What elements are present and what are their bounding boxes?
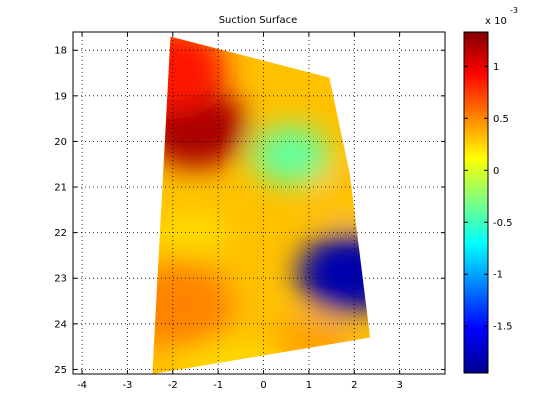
- colorbar-exponent: -3: [510, 6, 518, 15]
- colorbar-tick-label: -1: [493, 270, 503, 281]
- y-tick-label: 21: [54, 183, 67, 194]
- surface-feature-mid-low: [252, 125, 329, 185]
- colorbar-tick-label: 0.5: [493, 114, 509, 125]
- colorbar-tick-label: -0.5: [493, 218, 513, 229]
- x-tick-label: 2: [351, 380, 357, 391]
- colorbar-tick-label: 0: [493, 166, 499, 177]
- x-tick-label: -2: [168, 380, 178, 391]
- colorbar-tick-label: -1.5: [493, 322, 513, 333]
- x-tick-label: 3: [396, 380, 402, 391]
- y-tick-label: 22: [54, 228, 67, 239]
- colorbar-axis: 1 0.5 0 -0.5 -1 -1.5: [464, 62, 513, 333]
- x-axis: -4 -3 -2 -1 0 1 2 3: [77, 32, 403, 391]
- x-tick-label: -3: [122, 380, 132, 391]
- x-tick-label: -1: [213, 380, 223, 391]
- surface-feature-low-left: [152, 262, 234, 350]
- grid-lines: [73, 32, 445, 374]
- colorbar-bar: [463, 31, 489, 374]
- colorbar-multiplier: x 10: [485, 16, 507, 27]
- y-tick-label: 19: [54, 91, 67, 102]
- chart-title: Suction Surface: [219, 15, 298, 26]
- colorbar-tick-label: 1: [493, 62, 499, 73]
- x-tick-label: 0: [260, 380, 266, 391]
- plot-frame: [72, 31, 446, 375]
- y-tick-label: 25: [54, 365, 67, 376]
- y-tick-label: 20: [54, 137, 67, 148]
- y-tick-label: 23: [54, 274, 67, 285]
- surface-mid-band: [152, 216, 231, 249]
- surface-feature-min: [297, 233, 371, 315]
- y-axis: 18 19 20 21 22 23 24 25: [54, 46, 445, 376]
- y-tick-label: 24: [54, 319, 67, 330]
- x-tick-label: -4: [77, 380, 87, 391]
- y-tick-label: 18: [54, 46, 67, 57]
- x-tick-label: 1: [306, 380, 312, 391]
